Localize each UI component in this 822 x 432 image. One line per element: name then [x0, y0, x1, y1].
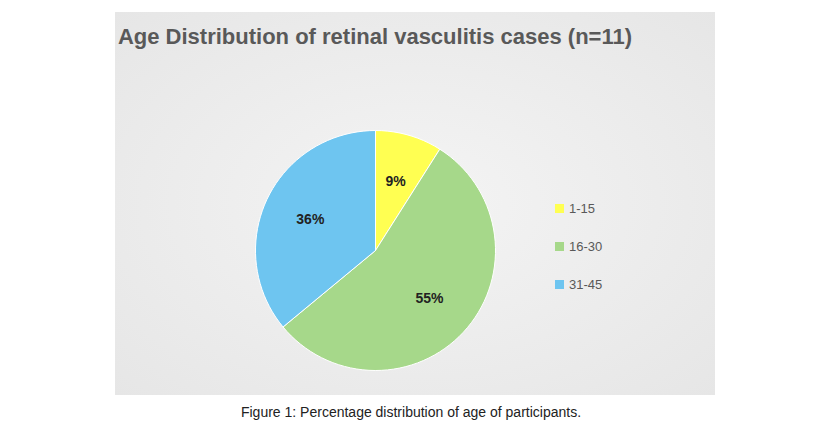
- html-text:16-30: 16-30: [569, 238, 603, 254]
- svg-text:36%: 36%: [296, 211, 325, 227]
- html-text:31-45: 31-45: [569, 276, 603, 292]
- html-text:Figure 1: Percentage distribut: Figure 1: Percentage distribution of age…: [241, 404, 581, 420]
- svg-text:55%: 55%: [415, 290, 444, 306]
- html-text:Age Distribution of retinal va: Age Distribution of retinal vasculitis c…: [117, 24, 632, 49]
- svg-text:9%: 9%: [385, 173, 406, 189]
- html-text:1-15: 1-15: [569, 200, 595, 216]
